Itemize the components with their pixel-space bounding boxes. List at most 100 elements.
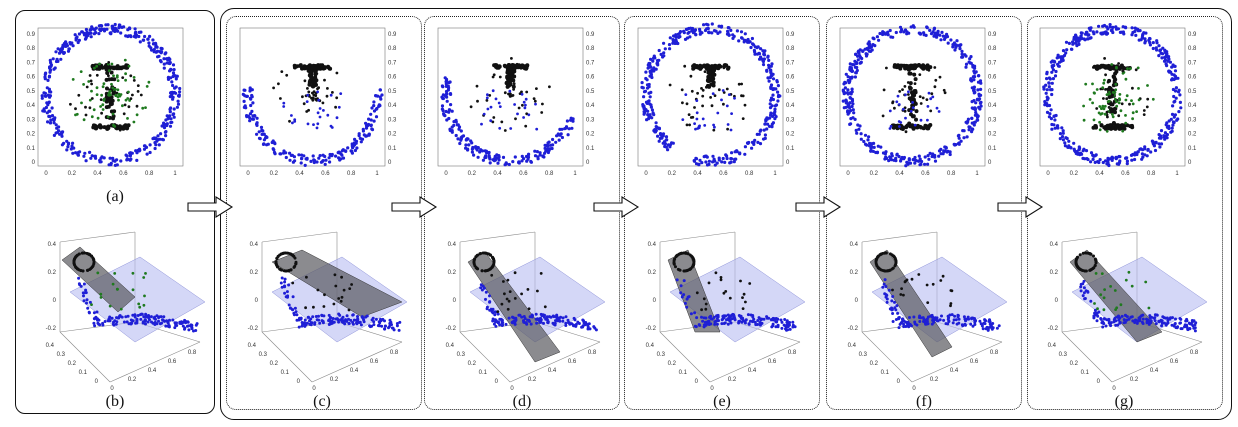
data-point <box>771 324 775 328</box>
data-point <box>964 120 968 124</box>
data-point <box>1111 30 1115 35</box>
data-point <box>272 148 276 152</box>
data-point <box>925 125 930 130</box>
data-point <box>953 314 957 318</box>
data-point <box>300 66 304 71</box>
plot-axes-box <box>637 27 784 167</box>
data-point <box>912 73 916 76</box>
data-point <box>522 100 526 104</box>
data-point <box>84 27 88 32</box>
axis-edge <box>1061 331 1113 383</box>
data-point <box>187 324 191 328</box>
data-point <box>1154 322 1158 326</box>
data-point <box>979 100 983 104</box>
data-point <box>285 73 289 77</box>
y-tick-label: 0.3 <box>388 117 397 123</box>
data-point <box>60 143 64 147</box>
data-point <box>329 124 333 128</box>
data-point <box>522 116 525 119</box>
data-point <box>1101 160 1105 165</box>
data-point <box>888 109 892 113</box>
data-point <box>1091 101 1094 105</box>
data-point <box>907 157 911 161</box>
data-point <box>1130 284 1134 288</box>
data-point <box>1176 76 1180 80</box>
z-tick-label: 0 <box>53 298 57 304</box>
data-point <box>169 117 173 121</box>
data-point <box>906 67 911 72</box>
data-point <box>340 149 344 153</box>
data-point <box>912 93 916 96</box>
data-point <box>172 107 176 111</box>
data-point <box>88 98 92 102</box>
data-point <box>1050 127 1054 131</box>
x3d-tick-label: 0.4 <box>548 368 557 374</box>
data-point <box>689 312 693 316</box>
data-point <box>1093 311 1097 315</box>
data-point <box>97 31 101 36</box>
data-point <box>561 319 565 323</box>
data-point <box>148 150 152 155</box>
data-point <box>372 100 376 104</box>
data-point <box>503 129 507 132</box>
data-point <box>657 139 661 143</box>
data-point <box>94 30 98 35</box>
data-point <box>161 138 165 142</box>
data-point <box>1159 142 1164 146</box>
data-point <box>500 120 504 124</box>
data-point <box>99 296 103 299</box>
data-point <box>1111 91 1115 94</box>
axis-edge <box>1111 341 1203 383</box>
data-point <box>1134 33 1138 38</box>
data-point <box>960 55 964 59</box>
data-point <box>1130 158 1134 162</box>
data-point <box>1050 122 1054 127</box>
data-point <box>317 318 321 322</box>
data-point <box>653 130 657 134</box>
data-point <box>280 276 284 280</box>
data-point <box>77 276 81 280</box>
data-point <box>982 321 986 325</box>
data-point <box>117 125 122 129</box>
data-point <box>79 284 83 288</box>
data-point <box>938 75 942 79</box>
data-point <box>283 277 287 281</box>
x-tick-label: 1 <box>975 171 979 177</box>
data-point <box>486 93 489 97</box>
data-point <box>499 317 503 321</box>
data-point <box>672 257 676 261</box>
data-point <box>1089 26 1093 30</box>
data-point <box>292 65 297 70</box>
data-point <box>76 40 80 45</box>
data-point <box>447 110 451 114</box>
data-point <box>113 163 117 167</box>
z-tick-label: 0.4 <box>250 242 259 248</box>
data-point <box>351 322 355 326</box>
data-point <box>674 265 677 269</box>
data-point <box>173 86 177 90</box>
data-point <box>776 90 780 94</box>
data-point <box>367 133 371 137</box>
data-point <box>178 90 182 94</box>
data-point <box>749 45 753 50</box>
data-point <box>714 271 718 275</box>
data-point <box>702 316 706 320</box>
data-point <box>1151 142 1155 146</box>
data-point <box>100 155 104 159</box>
data-point <box>851 102 855 106</box>
data-point <box>949 38 953 42</box>
data-point <box>687 113 691 116</box>
data-point <box>546 141 550 145</box>
data-point <box>724 290 728 293</box>
data-point <box>1100 272 1104 275</box>
data-point <box>656 61 660 65</box>
data-point <box>472 153 476 157</box>
plot-axes-box <box>239 27 386 167</box>
data-point <box>387 326 390 330</box>
data-point <box>1127 270 1131 274</box>
x-tick-label: 0.2 <box>668 171 677 177</box>
data-point <box>642 111 647 115</box>
data-point <box>1115 65 1118 69</box>
data-point <box>906 161 911 165</box>
data-point <box>763 49 767 53</box>
